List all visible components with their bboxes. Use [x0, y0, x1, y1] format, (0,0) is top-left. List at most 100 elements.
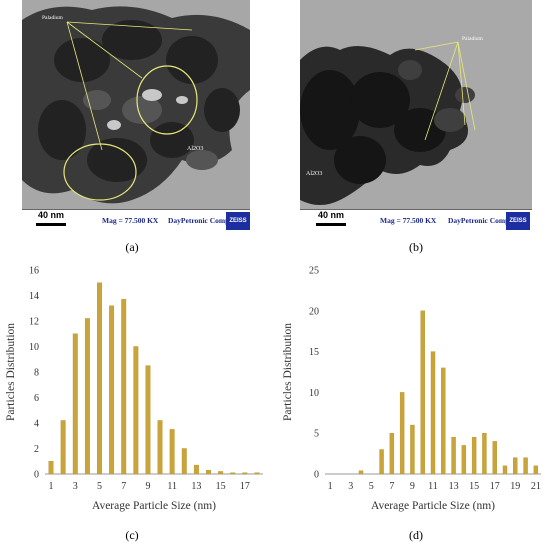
- annotation-a: Paladium: [42, 15, 63, 21]
- x-tick-label: 3: [348, 481, 353, 492]
- x-tick-label: 5: [369, 481, 374, 492]
- bar: [242, 472, 248, 475]
- zeiss-logo-b: ZEISS: [506, 212, 530, 230]
- caption-c: (c): [125, 528, 139, 542]
- company-a: DayPetronic Company: [168, 216, 241, 225]
- x-tick-label: 15: [216, 481, 226, 492]
- scale-label-a: 40 nm: [38, 210, 65, 220]
- company-b: DayPetronic Company: [448, 216, 521, 225]
- x-tick-label: 19: [510, 481, 520, 492]
- y-tick-label: 0: [34, 470, 39, 481]
- caption-a: (a): [125, 240, 139, 254]
- tem-image-b: Paladium Al2O3 40 nm Mag = 77.500 KX Day…: [300, 0, 532, 232]
- bar: [461, 445, 467, 475]
- y-tick-label: 10: [309, 388, 319, 399]
- bar: [133, 346, 139, 475]
- y-tick-label: 6: [34, 393, 39, 404]
- info-bar-b: 40 nm Mag = 77.500 KX DayPetronic Compan…: [300, 209, 532, 232]
- y-axis-title: Particles Distribution: [5, 323, 17, 421]
- y-tick-label: 2: [34, 444, 39, 455]
- caption-b: (b): [409, 240, 423, 254]
- magnification-b: Mag = 77.500 KX: [380, 216, 437, 225]
- bar: [379, 449, 384, 475]
- x-tick-label: 5: [97, 481, 102, 492]
- y-tick-label: 20: [309, 306, 319, 317]
- x-tick-label: 21: [531, 481, 541, 492]
- bar: [218, 471, 224, 475]
- x-axis-title: Average Particle Size (nm): [371, 500, 495, 512]
- y-tick-label: 10: [29, 342, 39, 353]
- x-tick-label: 1: [49, 481, 54, 492]
- bar: [121, 299, 127, 475]
- y-tick-label: 5: [314, 429, 319, 440]
- scale-label-b: 40 nm: [318, 210, 345, 220]
- y-axis-title: Particles Distribution: [282, 323, 294, 421]
- x-tick-label: 11: [428, 481, 438, 492]
- bar: [420, 310, 425, 475]
- zeiss-logo-a: ZEISS: [226, 212, 250, 230]
- bar: [181, 448, 187, 475]
- bar: [441, 367, 446, 475]
- x-axis-title: Average Particle Size (nm): [92, 500, 216, 512]
- x-tick-label: 9: [410, 481, 415, 492]
- x-tick-label: 9: [145, 481, 150, 492]
- bar: [206, 469, 211, 475]
- y-tick-label: 14: [29, 291, 39, 302]
- bar: [193, 464, 199, 475]
- x-tick-label: 17: [240, 481, 250, 492]
- bar: [157, 420, 163, 475]
- y-tick-label: 15: [309, 347, 319, 358]
- bar: [254, 472, 260, 475]
- panel-b: Paladium Al2O3 40 nm Mag = 77.500 KX Day…: [300, 0, 532, 232]
- y-tick-label: 8: [34, 368, 39, 379]
- bar: [230, 472, 236, 475]
- bar: [513, 457, 518, 475]
- y-tick-label: 16: [29, 266, 39, 277]
- bar: [60, 420, 66, 475]
- magnification-a: Mag = 77.500 KX: [102, 216, 159, 225]
- scale-bar-a: [36, 223, 66, 226]
- x-tick-label: 15: [469, 481, 479, 492]
- y-tick-label: 0: [314, 470, 319, 481]
- tem-image-a: Paladium Al2O3 40 nm Mag = 77.500 KX Day…: [22, 0, 250, 232]
- bar: [533, 465, 539, 475]
- bar: [109, 305, 115, 475]
- y-tick-label: 25: [309, 266, 319, 277]
- caption-d: (d): [409, 528, 423, 542]
- annotation-b: Paladium: [462, 36, 483, 42]
- bar: [471, 437, 477, 475]
- info-bar-a: 40 nm Mag = 77.500 KX DayPetronic Compan…: [22, 209, 250, 232]
- bar: [84, 318, 90, 475]
- bar: [399, 392, 405, 475]
- bar: [358, 470, 364, 475]
- bar: [389, 432, 395, 475]
- x-tick-label: 13: [449, 481, 459, 492]
- x-tick-label: 11: [167, 481, 177, 492]
- x-tick-label: 17: [490, 481, 500, 492]
- region-label-b: Al2O3: [306, 171, 322, 177]
- tem-micrograph-b: Paladium Al2O3: [300, 0, 532, 210]
- bar: [169, 429, 175, 475]
- x-tick-label: 7: [121, 481, 126, 492]
- tem-micrograph-a: Paladium Al2O3: [22, 0, 250, 210]
- bar: [48, 461, 54, 475]
- bar: [145, 365, 151, 475]
- bar: [502, 465, 508, 475]
- x-tick-label: 7: [389, 481, 394, 492]
- bar: [492, 441, 497, 475]
- x-tick-label: 3: [73, 481, 78, 492]
- bar: [523, 457, 528, 475]
- panel-a: Paladium Al2O3 40 nm Mag = 77.500 KX Day…: [22, 0, 250, 232]
- bar: [410, 424, 415, 475]
- bar: [72, 333, 78, 475]
- bar: [97, 282, 102, 475]
- bar: [451, 437, 456, 475]
- x-tick-label: 13: [191, 481, 201, 492]
- region-label-a: Al2O3: [187, 146, 203, 152]
- bar: [430, 351, 436, 475]
- y-tick-label: 4: [34, 419, 39, 430]
- scale-bar-b: [316, 223, 346, 226]
- y-tick-label: 12: [29, 317, 39, 328]
